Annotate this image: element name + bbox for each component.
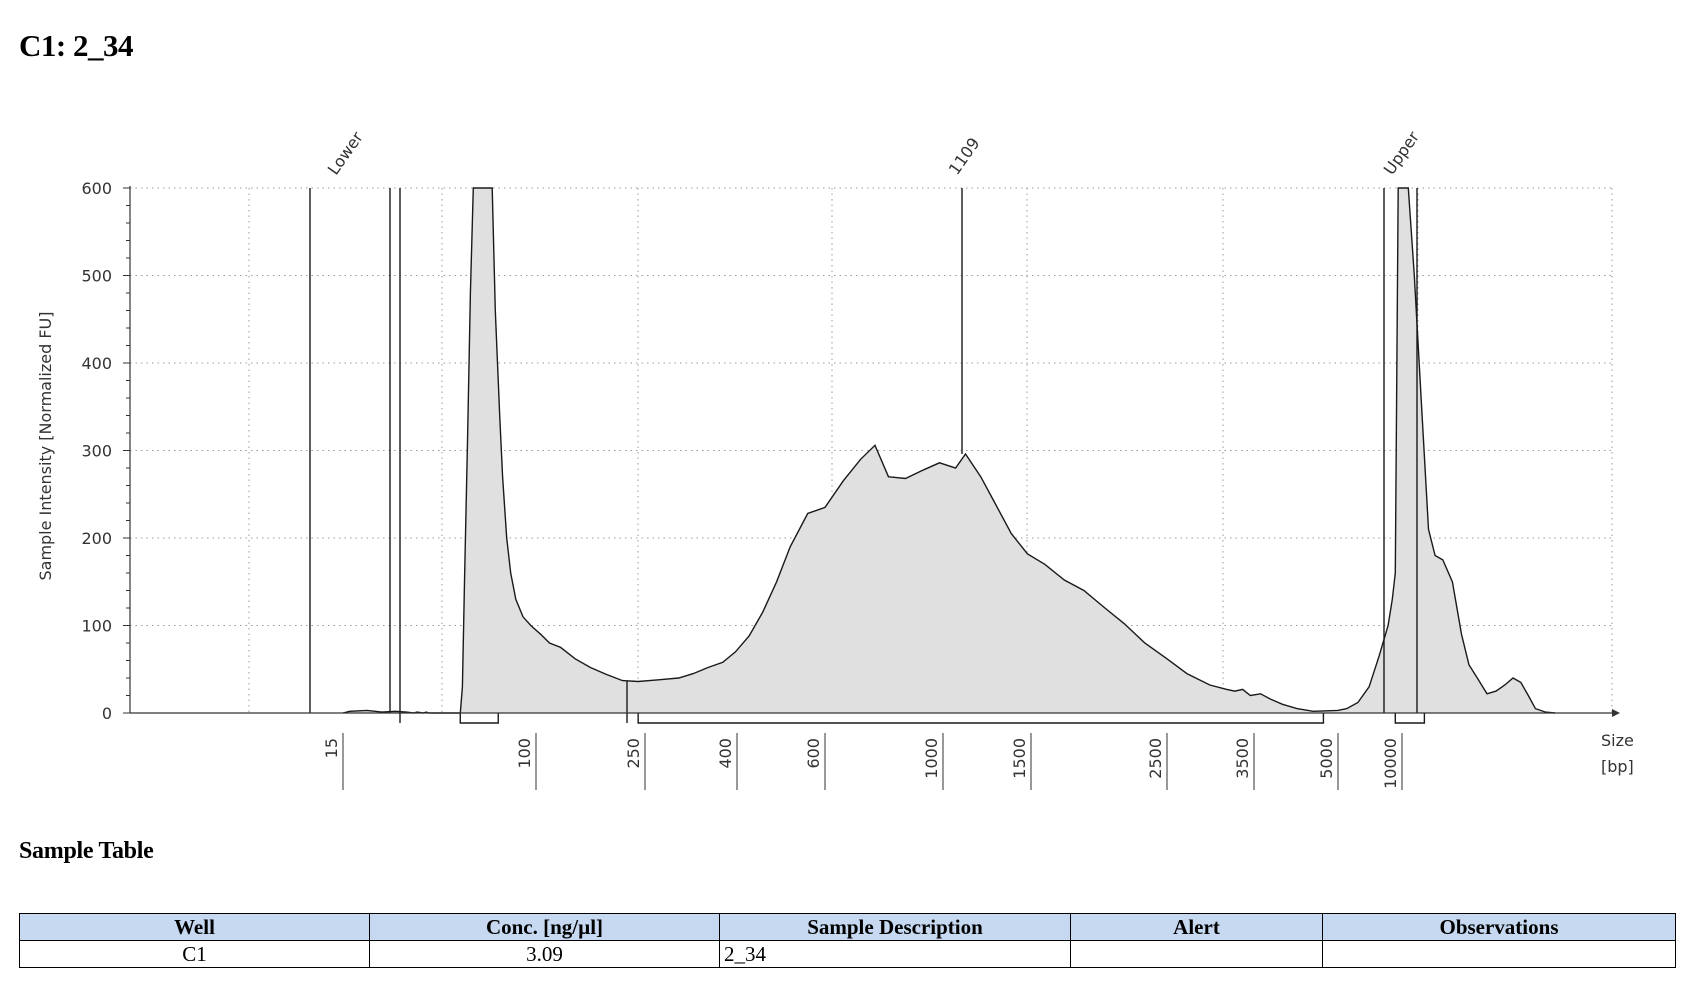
sample-table: Well Conc. [ng/µl] Sample Description Al… (19, 913, 1676, 968)
peak-label-upper: Upper (1380, 127, 1424, 178)
trace-fill (343, 188, 1555, 713)
x-tick-label: 250 (624, 738, 643, 769)
region-bracket (637, 713, 1325, 724)
y-tick-label: 400 (81, 354, 112, 373)
column-header-conc: Conc. [ng/µl] (369, 913, 720, 941)
column-header-alert: Alert (1070, 913, 1323, 941)
cell-alert (1070, 940, 1323, 968)
x-axis-arrow (1612, 709, 1620, 717)
y-tick-label: 600 (81, 179, 112, 198)
cell-observations (1322, 940, 1676, 968)
y-tick-label: 200 (81, 529, 112, 548)
table-row: C1 3.09 2_34 (19, 940, 1676, 968)
y-tick-label: 300 (81, 442, 112, 461)
x-tick-label: 1500 (1010, 738, 1029, 779)
column-header-sample-description: Sample Description (719, 913, 1071, 941)
x-tick-label: 3500 (1233, 738, 1252, 779)
x-tick-label: 15 (322, 738, 341, 758)
x-tick-label: 10000 (1381, 738, 1400, 789)
region-bracket (1394, 713, 1426, 724)
x-axis-label-size: Size (1601, 731, 1634, 750)
sample-table-heading: Sample Table (19, 838, 154, 864)
x-tick-label: 400 (716, 738, 735, 769)
x-tick-label: 2500 (1146, 738, 1165, 779)
x-tick-label: 1000 (922, 738, 941, 779)
trace-layer (309, 187, 1556, 724)
column-header-well: Well (19, 913, 370, 941)
x-tick-label: 100 (515, 738, 534, 769)
electropherogram-chart: 0 100 200 300 400 500 600 15 100 250 400 600 1000 150… (36, 127, 1634, 790)
peak-label-1109: 1109 (945, 134, 984, 178)
peak-label-lower: Lower (324, 128, 367, 179)
cell-well: C1 (19, 940, 370, 968)
y-tick-label: 100 (81, 617, 112, 636)
y-tick-label: 500 (81, 267, 112, 286)
table-header-row: Well Conc. [ng/µl] Sample Description Al… (19, 913, 1676, 941)
x-tick-label: 5000 (1317, 738, 1336, 779)
page-title: C1: 2_34 (19, 28, 133, 63)
y-tick-label: 0 (102, 704, 112, 723)
column-header-observations: Observations (1322, 913, 1676, 941)
cell-conc: 3.09 (369, 940, 720, 968)
cell-sample-description: 2_34 (719, 940, 1071, 968)
x-tick-label: 600 (804, 738, 823, 769)
region-bracket (459, 713, 499, 724)
y-axis-label: Sample Intensity [Normalized FU] (36, 311, 55, 580)
trace-line (342, 187, 1556, 714)
x-axis-label-unit: [bp] (1601, 757, 1634, 776)
